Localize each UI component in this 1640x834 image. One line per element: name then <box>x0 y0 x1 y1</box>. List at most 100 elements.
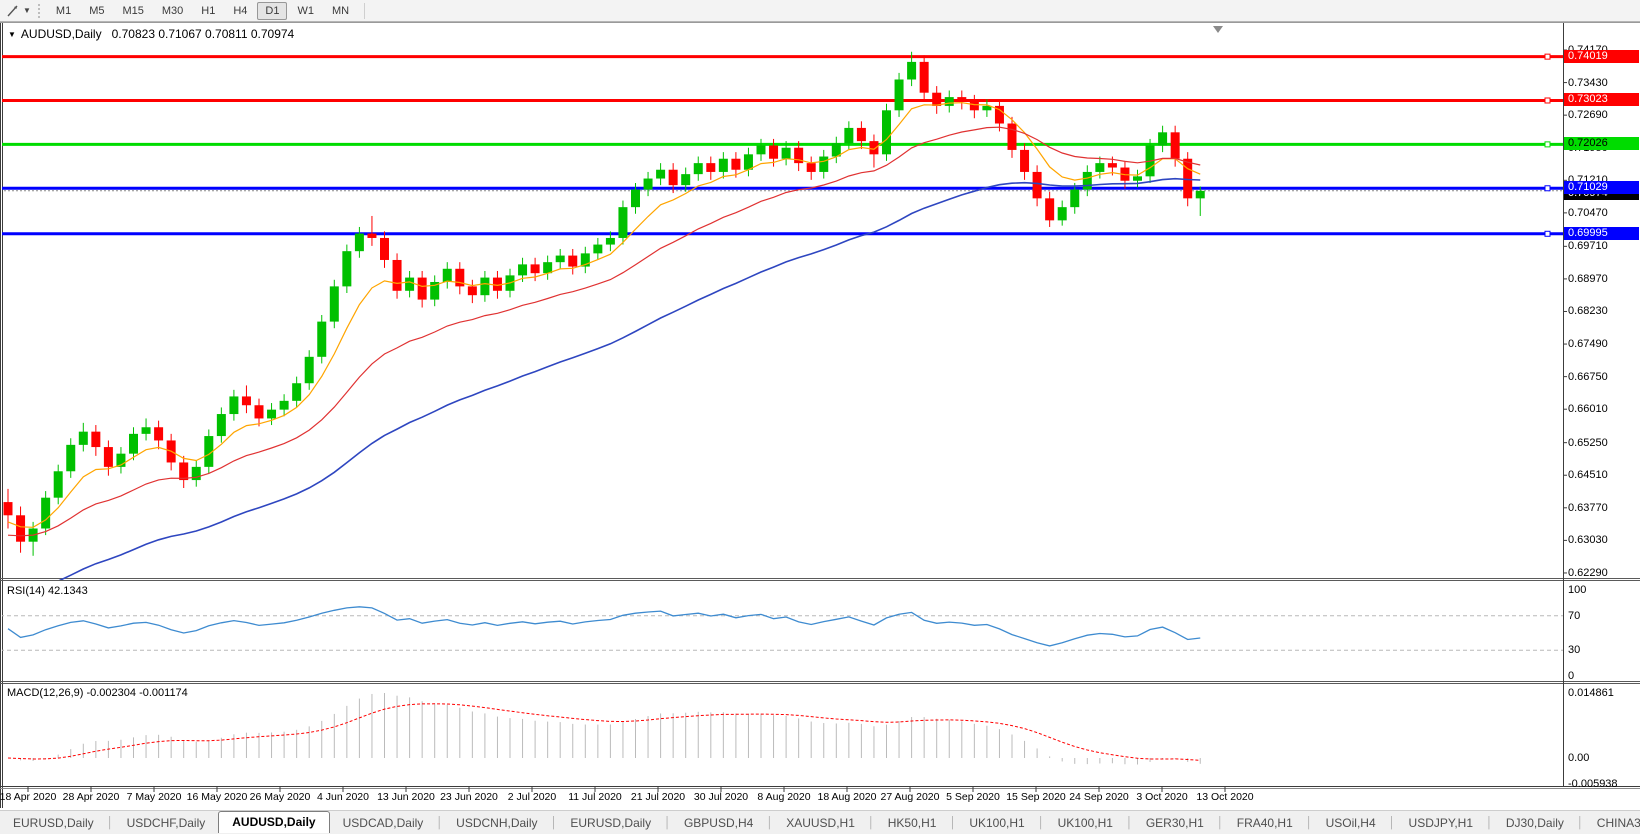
tab-dj30-daily[interactable]: DJ30,Daily <box>1505 816 1564 830</box>
price-axis-label: 0.68970 <box>1568 273 1608 285</box>
date-label: 8 Aug 2020 <box>757 791 811 803</box>
tab-usoil-h4[interactable]: USOil,H4 <box>1325 816 1376 830</box>
chart-shift-marker-icon <box>1213 26 1223 33</box>
line-handle[interactable] <box>1544 141 1551 148</box>
tab-separator: │ <box>106 817 114 829</box>
timeframe-button-mn[interactable]: MN <box>331 4 350 17</box>
horizontal-level-line-0.72026[interactable] <box>0 141 1563 148</box>
tab-usdcnh-daily[interactable]: USDCNH,Daily <box>456 816 538 830</box>
date-label: 26 May 2020 <box>249 791 311 803</box>
horizontal-level-line-0.73023[interactable] <box>0 97 1563 104</box>
timeframe-button-h1[interactable]: H1 <box>201 4 216 17</box>
timeframe-button-m5[interactable]: M5 <box>89 4 105 17</box>
timeframe-button-d1[interactable]: D1 <box>257 1 288 20</box>
toolbar-grip <box>37 3 40 18</box>
price-axis-label: 0.64510 <box>1568 469 1608 481</box>
tab-uk100-h1[interactable]: UK100,H1 <box>969 816 1025 830</box>
tab-china300-h1[interactable]: CHINA300,H1 <box>1596 816 1640 830</box>
date-label: 27 Aug 2020 <box>880 791 940 803</box>
line-studies-caret-icon[interactable]: ▼ <box>23 6 31 15</box>
tab-separator: │ <box>1125 817 1133 829</box>
rsi-axis-label: 30 <box>1568 644 1581 656</box>
line-handle[interactable] <box>1544 185 1551 192</box>
macd-axis-label: 0.00 <box>1568 752 1590 764</box>
price-axis-label: 0.73430 <box>1568 77 1608 89</box>
price-axis-label: 0.70470 <box>1568 207 1608 219</box>
rsi-axis-label: 100 <box>1568 584 1587 596</box>
line-handle[interactable] <box>1544 230 1551 237</box>
tab-separator: │ <box>1305 817 1313 829</box>
tab-hk50-h1[interactable]: HK50,H1 <box>887 816 937 830</box>
timeframe-button-h4[interactable]: H4 <box>233 4 248 17</box>
line-studies-icon[interactable] <box>4 3 22 19</box>
macd-signal-line <box>7 703 1201 761</box>
date-label: 2 Jul 2020 <box>507 791 557 803</box>
tab-list: EURUSD,Daily │ USDCHF,Daily AUDUSD,Daily USD… <box>0 810 1640 833</box>
date-label: 3 Oct 2020 <box>1136 791 1188 803</box>
tab-xauusd-h1[interactable]: XAUUSD,H1 <box>786 816 855 830</box>
chart-menu-caret-icon[interactable]: ▼ <box>8 30 16 39</box>
date-label: 15 Sep 2020 <box>1006 791 1066 803</box>
price-axis-label: 0.72690 <box>1568 109 1608 121</box>
tab-separator: │ <box>1486 817 1493 829</box>
tab-gbpusd-h4[interactable]: GBPUSD,H4 <box>683 816 754 830</box>
tab-separator: │ <box>1037 817 1045 829</box>
ohlc-readout: 0.70823 0.71067 0.70811 0.70974 <box>111 27 295 41</box>
timeframe-button-w1[interactable]: W1 <box>297 4 314 17</box>
tab-usdcad-daily[interactable]: USDCAD,Daily <box>342 816 424 830</box>
price-axis-label: 0.63770 <box>1568 502 1608 514</box>
price-axis-label: 0.62290 <box>1568 567 1608 579</box>
timeframe-buttons: M1 M5 M15 M30 H1 H4 D1 W1 MN <box>47 1 358 20</box>
tab-separator: │ <box>1216 817 1224 829</box>
price-axis-label: 0.63030 <box>1568 534 1608 546</box>
tab-uk100-h1[interactable]: UK100,H1 <box>1057 816 1113 830</box>
tab-separator: │ <box>766 817 774 829</box>
tab-separator: │ <box>436 817 444 829</box>
price-axis-label: 0.66750 <box>1568 371 1608 383</box>
tab-separator: │ <box>1576 817 1584 829</box>
line-handle[interactable] <box>1544 53 1551 60</box>
timeframe-button-m1[interactable]: M1 <box>55 4 72 17</box>
price-level-badge-0.72026: 0.72026 <box>1564 137 1639 150</box>
date-label: 21 Jul 2020 <box>630 791 686 803</box>
date-label: 24 Sep 2020 <box>1069 791 1129 803</box>
horizontal-level-line-0.71029[interactable] <box>0 185 1563 192</box>
tab-fra40-h1[interactable]: FRA40,H1 <box>1236 816 1293 830</box>
macd-pane <box>7 693 1201 765</box>
window-borders <box>0 22 1640 808</box>
candlestick-series <box>3 51 1205 556</box>
timeframe-button-m30[interactable]: M30 <box>161 4 184 17</box>
date-label: 18 Apr 2020 <box>0 791 57 803</box>
tab-usdchf-daily[interactable]: USDCHF,Daily <box>126 816 206 830</box>
date-label: 30 Jul 2020 <box>693 791 749 803</box>
price-level-badge-0.71029: 0.71029 <box>1564 181 1639 194</box>
tab-separator: │ <box>949 817 957 829</box>
date-label: 13 Oct 2020 <box>1196 791 1254 803</box>
date-label: 16 May 2020 <box>186 791 248 803</box>
tab-ger30-h1[interactable]: GER30,H1 <box>1145 816 1204 830</box>
timeframe-button-m15[interactable]: M15 <box>122 4 144 17</box>
date-label: 23 Jun 2020 <box>440 791 498 803</box>
date-label: 11 Jul 2020 <box>568 791 622 803</box>
tab-usdjpy-h1[interactable]: USDJPY,H1 <box>1408 816 1474 830</box>
toolbar-separator <box>364 2 366 19</box>
macd-axis-label: 0.014861 <box>1568 687 1614 699</box>
date-label: 7 May 2020 <box>126 791 182 803</box>
price-axis-label: 0.69710 <box>1568 240 1608 252</box>
macd-histogram <box>20 693 1201 765</box>
line-handle[interactable] <box>1544 97 1551 104</box>
slow-ma-line <box>58 177 1201 580</box>
macd-axis-label: -0.005938 <box>1568 778 1618 790</box>
price-axis-label: 0.66010 <box>1568 403 1608 415</box>
horizontal-level-line-0.69995[interactable] <box>0 230 1563 237</box>
price-level-badge-0.73023: 0.73023 <box>1564 93 1639 106</box>
rsi-axis-label: 70 <box>1568 610 1581 622</box>
tab-eurusd-daily[interactable]: EURUSD,Daily <box>13 816 94 830</box>
main-price-pane <box>0 51 1563 580</box>
horizontal-level-line-0.74019[interactable] <box>0 53 1563 60</box>
tab-audusd-daily[interactable]: AUDUSD,Daily <box>218 810 330 833</box>
tab-eurusd-daily[interactable]: EURUSD,Daily <box>570 816 652 830</box>
chart-title: ▼ AUDUSD,Daily 0.70823 0.71067 0.70811 0.7… <box>8 27 294 41</box>
chart-symbol: AUDUSD,Daily <box>20 27 102 41</box>
